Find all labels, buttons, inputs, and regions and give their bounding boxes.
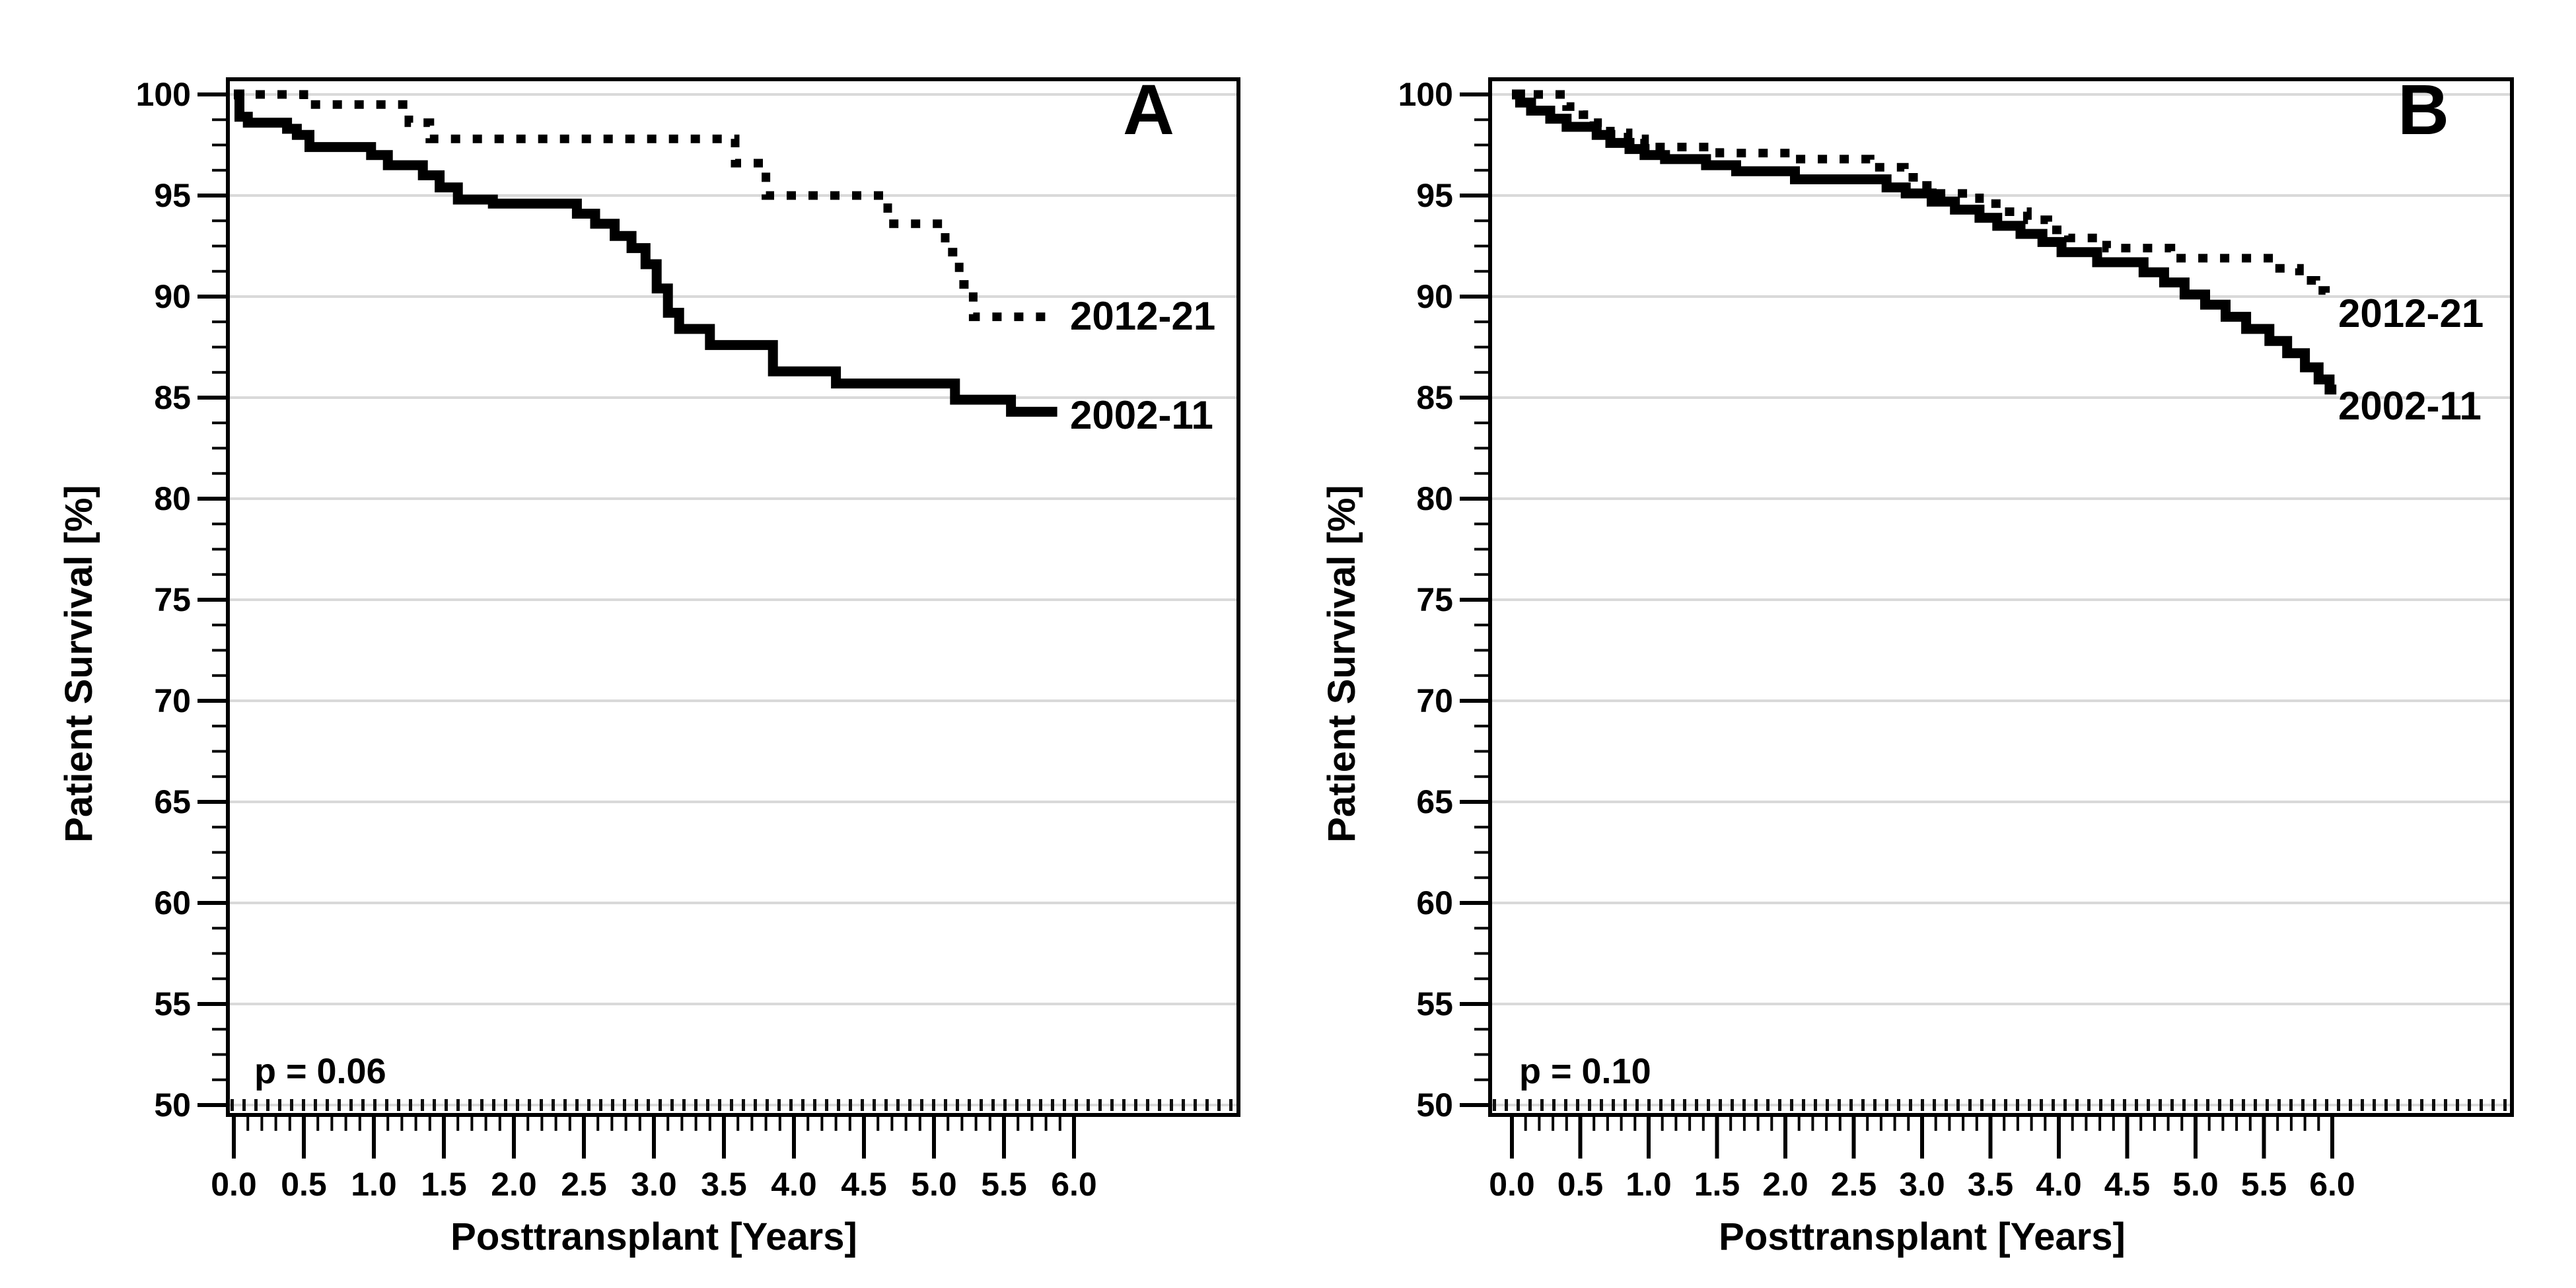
panel-b-y-tick-label: 65 — [1416, 783, 1453, 820]
panel-a-y-tick-label: 55 — [154, 985, 191, 1022]
plot-frame — [1488, 77, 2514, 1117]
panel-a-x-tick-label: 5.5 — [981, 1166, 1027, 1203]
panel-a-y-tick-label: 90 — [154, 278, 191, 315]
panel-a-x-tick-label: 0.5 — [281, 1166, 327, 1203]
curve-2012-21-dotted — [234, 90, 1057, 322]
panel-a-letter: A — [1123, 69, 1176, 149]
panel-b-x-axis-title: Posttransplant [Years] — [1719, 1215, 2126, 1258]
curve-2002-11-solid — [234, 89, 1057, 417]
panel-b-x-tick-label: 2.0 — [1762, 1166, 1808, 1203]
panel-a-x-tick-label: 0.0 — [211, 1166, 257, 1203]
panel-b-x-tick-label: 5.0 — [2172, 1166, 2219, 1203]
panel-b-x-tick-label: 0.5 — [1557, 1166, 1604, 1203]
panel-a-x-tick-label: 1.5 — [421, 1166, 467, 1203]
panel-a-x-tick-label: 3.5 — [701, 1166, 747, 1203]
panel-b-y-tick-label: 75 — [1416, 581, 1453, 618]
panel-a-y-tick-label: 85 — [154, 379, 191, 416]
curve-2002-11-solid — [1512, 89, 2337, 395]
panel-b-x-tick-label: 4.5 — [2104, 1166, 2151, 1203]
panel-b-y-tick-label: 80 — [1416, 480, 1453, 517]
panel-b-x-tick-label: 4.0 — [2036, 1166, 2082, 1203]
panel-b-y-tick-label: 60 — [1416, 884, 1453, 921]
panel-b-x-tick-label: 3.0 — [1899, 1166, 1945, 1203]
panel-a-x-tick-label: 3.0 — [631, 1166, 677, 1203]
panel-b-y-tick-label: 85 — [1416, 379, 1453, 416]
panel-b-x-tick-label: 0.0 — [1489, 1166, 1535, 1203]
panel-b-x-tick-label: 3.5 — [1967, 1166, 2014, 1203]
panel-a-y-tick-label: 60 — [154, 884, 191, 921]
panel-b-y-tick-label: 95 — [1416, 177, 1453, 214]
panel-b-y-tick-label: 70 — [1416, 682, 1453, 719]
panel-a-x-tick-label: 5.0 — [911, 1166, 957, 1203]
panel-b-legend-2012-21: 2012-21 — [2338, 291, 2484, 336]
panel-a-x-tick-label: 6.0 — [1051, 1166, 1097, 1203]
panel-b-x-tick-label: 6.0 — [2309, 1166, 2355, 1203]
panel-a-x-tick-label: 2.5 — [561, 1166, 607, 1203]
panel-a-y-tick-label: 80 — [154, 480, 191, 517]
panel-b-p-value: p = 0.10 — [1519, 1052, 1651, 1091]
panel-a-x-tick-label: 4.0 — [771, 1166, 817, 1203]
panel-a-legend-2002-11: 2002-11 — [1070, 393, 1213, 437]
panel-a-p-value: p = 0.06 — [254, 1052, 386, 1091]
panel-a-x-tick-label: 1.0 — [351, 1166, 397, 1203]
panel-a-x-tick-label: 4.5 — [841, 1166, 887, 1203]
plot-frame — [226, 77, 1240, 1117]
panel-a-x-axis-title: Posttransplant [Years] — [450, 1215, 857, 1258]
panel-a-y-tick-label: 50 — [154, 1087, 191, 1124]
panel-a-y-tick-label: 65 — [154, 783, 191, 820]
panel-a-x-tick-label: 2.0 — [491, 1166, 537, 1203]
panel-b-y-tick-label: 55 — [1416, 985, 1453, 1022]
panel-b-legend-2002-11: 2002-11 — [2338, 384, 2482, 428]
panel-b-letter: B — [2398, 69, 2451, 149]
panel-a-legend-2012-21: 2012-21 — [1070, 294, 1216, 338]
panel-b-x-tick-label: 2.5 — [1830, 1166, 1877, 1203]
panel-a-y-tick-label: 95 — [154, 177, 191, 214]
panel-a-y-tick-label: 75 — [154, 581, 191, 618]
panel-a-y-tick-label: 100 — [135, 76, 191, 113]
panel-b-y-tick-label: 50 — [1416, 1087, 1453, 1124]
panel-b-y-tick-label: 100 — [1398, 76, 1453, 113]
panel-b-y-tick-label: 90 — [1416, 278, 1453, 315]
panel-b-x-tick-label: 1.5 — [1694, 1166, 1740, 1203]
panel-b-plot — [1460, 77, 2514, 1159]
panel-b-x-tick-label: 1.0 — [1626, 1166, 1672, 1203]
panel-a-y-tick-label: 70 — [154, 682, 191, 719]
panel-a-plot — [197, 77, 1240, 1159]
panel-b-x-tick-label: 5.5 — [2240, 1166, 2287, 1203]
